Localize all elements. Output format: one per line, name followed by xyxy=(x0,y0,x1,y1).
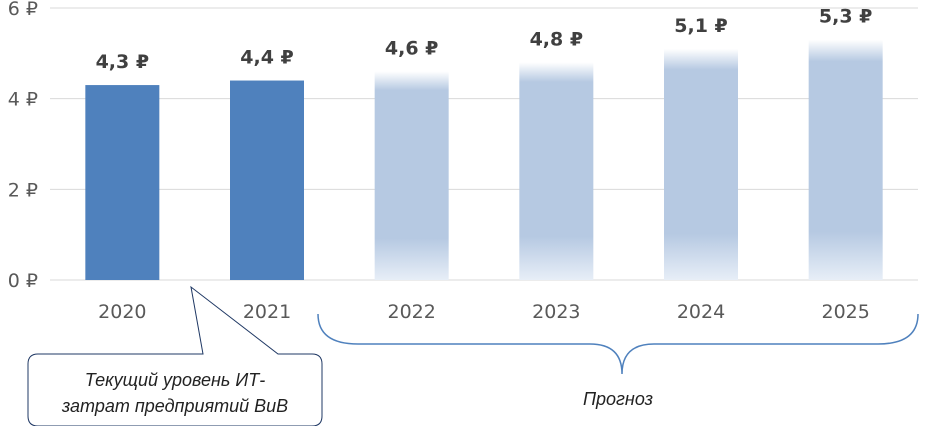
y-axis-ticks: 0 ₽ 2 ₽ 4 ₽ 6 ₽ xyxy=(8,0,38,292)
x-axis-ticks: 2020 2021 2022 2023 2024 2025 xyxy=(98,301,870,323)
gridlines xyxy=(50,7,918,281)
x-tick-label-2024: 2024 xyxy=(677,301,725,323)
data-label-2024: 5,1 ₽ xyxy=(674,15,728,37)
forecast-label: Прогноз xyxy=(583,389,653,409)
x-tick-label-2020: 2020 xyxy=(98,301,146,323)
y-tick-label: 6 ₽ xyxy=(8,0,38,20)
callout-line-2: затрат предприятий ВиВ xyxy=(61,396,288,416)
data-label-2020: 4,3 ₽ xyxy=(96,51,150,73)
data-label-2023: 4,8 ₽ xyxy=(530,28,584,50)
bar-2020 xyxy=(85,85,160,280)
y-tick-label: 0 ₽ xyxy=(8,270,38,292)
bar-2022 xyxy=(374,71,449,280)
x-tick-label-2023: 2023 xyxy=(532,301,580,323)
y-tick-label: 4 ₽ xyxy=(8,89,38,111)
data-labels: 4,3 ₽ 4,4 ₽ 4,6 ₽ 4,8 ₽ 5,1 ₽ 5,3 ₽ xyxy=(96,6,873,73)
x-tick-label-2025: 2025 xyxy=(821,301,869,323)
data-label-2021: 4,4 ₽ xyxy=(240,47,294,69)
bar-2023 xyxy=(519,62,594,281)
y-tick-label: 2 ₽ xyxy=(8,179,38,201)
bar-2024 xyxy=(664,48,738,280)
data-label-2025: 5,3 ₽ xyxy=(819,6,873,28)
bar-2025 xyxy=(808,39,883,280)
bar-2021 xyxy=(230,80,304,281)
x-tick-label-2021: 2021 xyxy=(243,301,291,323)
callout-line-1: Текущий уровень ИТ- xyxy=(85,370,266,390)
forecast-brace xyxy=(317,313,919,375)
x-tick-label-2022: 2022 xyxy=(387,301,435,323)
current-level-callout: Текущий уровень ИТ- затрат предприятий В… xyxy=(27,285,323,426)
data-label-2022: 4,6 ₽ xyxy=(385,37,439,59)
bars xyxy=(85,39,883,281)
